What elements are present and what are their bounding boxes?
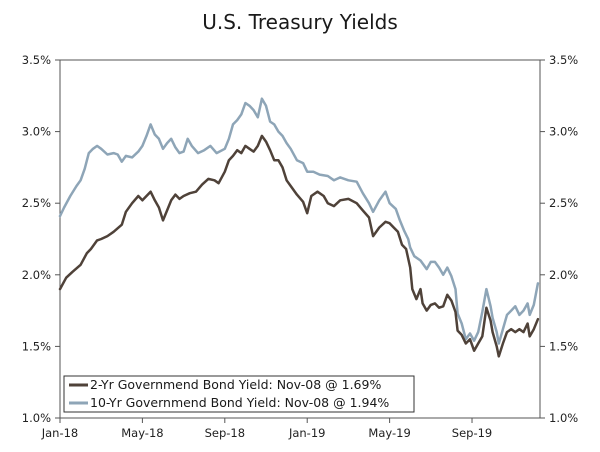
y-tick-label-right: 2.0% [549, 268, 578, 282]
y-tick-label-right: 3.5% [549, 53, 578, 67]
x-tick-label: Jan-19 [288, 426, 326, 440]
y-tick-label-left: 2.5% [22, 196, 51, 210]
y-tick-label-left: 2.0% [22, 268, 51, 282]
x-tick-label: Sep-19 [452, 426, 492, 440]
x-tick-label: Sep-18 [205, 426, 245, 440]
x-tick-label: May-18 [121, 426, 163, 440]
y-tick-label-left: 1.0% [22, 411, 51, 425]
x-tick-label: May-19 [368, 426, 410, 440]
y-tick-label-left: 1.5% [22, 339, 51, 353]
chart-legend: 2-Yr Governmend Bond Yield: Nov-08 @ 1.6… [63, 375, 415, 413]
chart-title: U.S. Treasury Yields [202, 10, 398, 34]
y-tick-label-left: 3.5% [22, 53, 51, 67]
x-tick-label: Jan-18 [41, 426, 79, 440]
legend-label-2yr: 2-Yr Governmend Bond Yield: Nov-08 @ 1.6… [90, 377, 381, 392]
legend-label-10yr: 10-Yr Governmend Bond Yield: Nov-08 @ 1.… [90, 395, 389, 410]
legend-box [63, 375, 415, 413]
x-axis-ticks: Jan-18 May-18 Sep-18 Jan-19 May-19 Sep-19 [41, 418, 492, 440]
series-line-2yr [58, 134, 540, 358]
plot-area [59, 59, 541, 419]
y-tick-label-left: 3.0% [22, 125, 51, 139]
y-tick-label-right: 3.0% [549, 125, 578, 139]
y-axis-ticks: 1.0% 1.0% 1.5% 1.5% 2.0% 2.0% 2.5% 2.5% 3.0% 3.0%… [22, 53, 579, 425]
series-line-10yr [58, 97, 540, 345]
series-lines [58, 97, 540, 358]
y-tick-label-right: 1.5% [549, 339, 578, 353]
y-tick-label-right: 2.5% [549, 196, 578, 210]
y-tick-label-right: 1.0% [549, 411, 578, 425]
